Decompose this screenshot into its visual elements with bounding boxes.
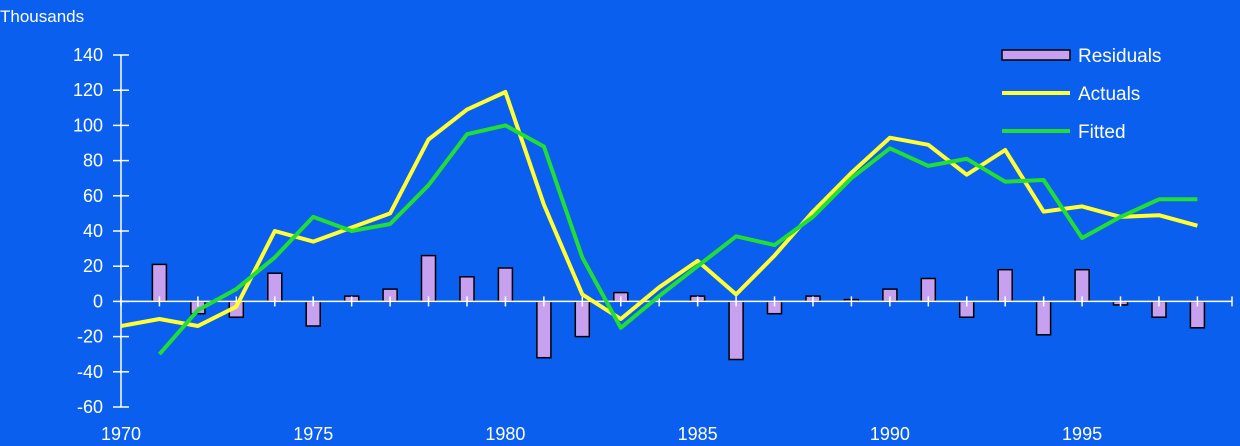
- residual-bar: [497, 267, 514, 303]
- y-tick-label: 20: [83, 256, 103, 276]
- x-tick-label: 1970: [101, 424, 141, 444]
- x-tick-label: 1985: [678, 424, 718, 444]
- y-tick-label: 100: [73, 115, 103, 135]
- legend-label-actuals: Actuals: [1078, 84, 1140, 105]
- axes: -60 -40 -20 0 20 40 60 80 100 120 140 1970 1975 1980 1…: [73, 45, 1233, 444]
- y-tick-label: 60: [83, 186, 103, 206]
- legend: Residuals Actuals Fitted: [1001, 46, 1161, 143]
- y-tick-label: -60: [77, 397, 103, 417]
- residual-bar: [1035, 300, 1052, 336]
- y-tick-label: -40: [77, 362, 103, 382]
- y-tick-label: 120: [73, 80, 103, 100]
- series-line-actuals: [120, 90, 1198, 328]
- y-tick-label: 40: [83, 221, 103, 241]
- residual-bar: [151, 263, 168, 303]
- series-lines: [120, 90, 1198, 356]
- x-tick-label: 1990: [870, 424, 910, 444]
- y-unit-label: Thousands: [0, 7, 84, 26]
- residual-bars: [151, 254, 1206, 361]
- residual-bar: [574, 300, 591, 338]
- series-line-fitted: [157, 123, 1198, 356]
- residual-bar: [420, 254, 437, 303]
- y-tick-label: 140: [73, 45, 103, 65]
- y-tick-label: 0: [93, 291, 103, 311]
- legend-label-fitted: Fitted: [1078, 122, 1126, 143]
- legend-swatch-residuals: [1001, 49, 1071, 61]
- y-tick-label: 80: [83, 151, 103, 171]
- x-tick-label: 1995: [1062, 424, 1102, 444]
- y-tick-label: -20: [77, 327, 103, 347]
- residual-bar: [536, 300, 552, 359]
- legend-label-residuals: Residuals: [1078, 46, 1161, 67]
- x-tick-label: 1980: [485, 424, 525, 444]
- residual-bar: [728, 300, 744, 361]
- x-tick-label: 1975: [293, 424, 333, 444]
